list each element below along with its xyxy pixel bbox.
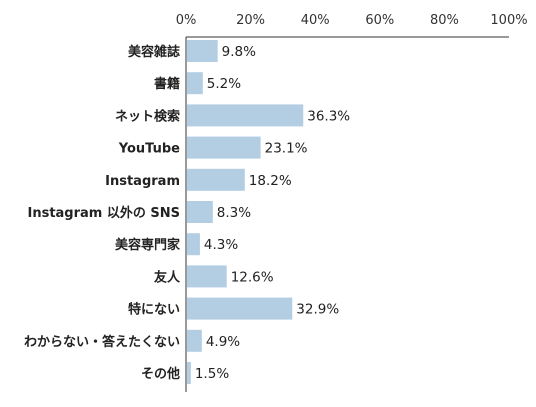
bar <box>187 72 203 95</box>
category-label: その他 <box>141 366 180 382</box>
x-tick-label: 0% <box>176 13 197 28</box>
x-tick-label: 100% <box>490 13 527 28</box>
category-label: 特にない <box>128 302 180 318</box>
bar <box>187 362 191 384</box>
bar-series <box>187 40 304 384</box>
bar <box>187 168 245 191</box>
x-axis-ticks: 0% 20% 40% 60% 80% 100% <box>176 13 528 28</box>
category-label: YouTube <box>118 142 180 157</box>
value-label: 8.3% <box>217 205 251 221</box>
category-label: Instagram 以外の SNS <box>27 205 180 221</box>
category-label: わからない・答えたくない <box>24 334 180 350</box>
category-label: 友人 <box>154 269 181 285</box>
category-label: 美容雑誌 <box>128 44 180 60</box>
bar <box>187 329 202 352</box>
value-label: 4.3% <box>204 237 238 253</box>
x-tick-label: 80% <box>430 13 459 28</box>
bar <box>187 265 227 288</box>
bar <box>187 297 293 320</box>
category-label: 書籍 <box>154 76 180 92</box>
value-label: 5.2% <box>207 76 241 92</box>
bar <box>187 104 304 127</box>
x-tick-label: 20% <box>236 13 265 28</box>
value-label: 23.1% <box>265 141 308 157</box>
value-label: 18.2% <box>249 173 292 189</box>
value-label: 36.3% <box>307 108 350 124</box>
value-label: 1.5% <box>195 366 229 382</box>
value-label: 9.8% <box>222 44 256 60</box>
bar <box>187 201 213 223</box>
value-label: 32.9% <box>296 302 339 318</box>
bar <box>187 136 261 159</box>
category-label: Instagram <box>105 174 180 189</box>
x-tick-label: 40% <box>301 13 330 28</box>
bar <box>187 233 200 256</box>
bar <box>187 40 218 62</box>
category-label: ネット検索 <box>115 108 180 124</box>
value-label: 12.6% <box>231 269 274 285</box>
value-label: 4.9% <box>206 334 240 350</box>
value-labels: 9.8% 5.2% 36.3% 23.1% 18.2% 8.3% 4.3% 12.6% 32.9… <box>195 44 350 382</box>
x-tick-label: 60% <box>365 13 394 28</box>
category-label: 美容専門家 <box>115 237 181 253</box>
